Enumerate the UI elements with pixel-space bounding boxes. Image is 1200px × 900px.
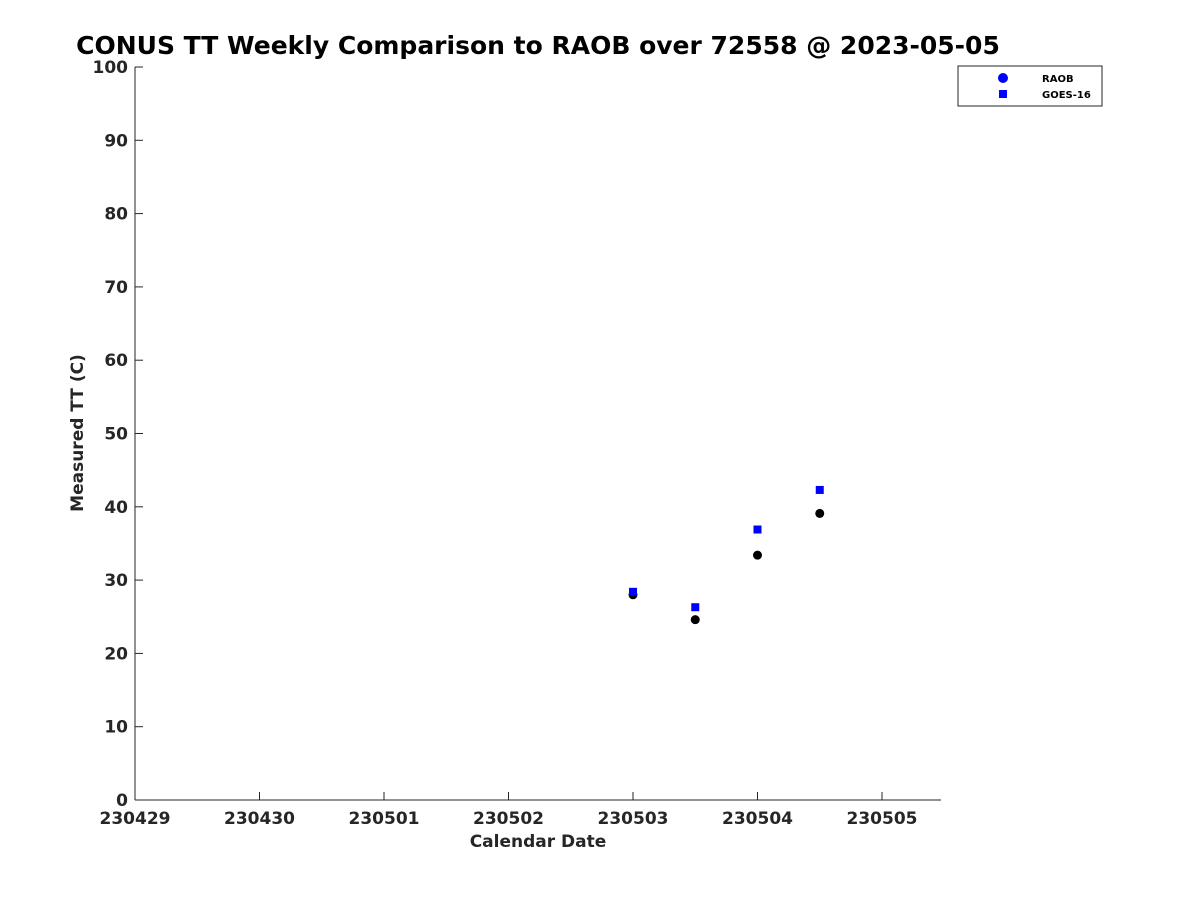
goes-point [815,485,824,494]
goes-point [753,525,762,534]
x-tick-label: 230505 [847,809,918,829]
chart-title: CONUS TT Weekly Comparison to RAOB over … [76,31,1000,60]
goes-point [691,603,700,612]
y-tick-label: 30 [104,571,128,591]
y-tick-label: 70 [104,278,128,298]
y-tick-label: 60 [104,351,128,371]
x-tick-label: 230502 [473,809,544,829]
legend: RAOB GOES-16 [957,65,1103,107]
y-tick-label: 100 [93,58,129,78]
y-tick-label: 50 [104,425,128,445]
legend-raob-marker [998,73,1008,83]
legend-raob-label: RAOB [1042,74,1074,85]
goes-point [629,587,637,596]
y-axis-label: Measured TT (C) [68,354,88,512]
y-axis-ticks: 0 10 20 30 40 50 60 70 80 90 100 [93,58,143,811]
legend-goes-marker [999,90,1007,98]
y-tick-label: 0 [116,791,128,811]
raob-point [815,508,825,518]
x-tick-label: 230501 [349,809,420,829]
x-tick-label: 230504 [722,809,793,829]
y-tick-label: 10 [104,718,128,738]
x-axis-label: Calendar Date [470,832,607,852]
y-tick-label: 40 [104,498,128,518]
raob-point [753,550,762,560]
raob-point [690,615,700,625]
data-points [628,485,825,625]
y-tick-label: 20 [104,644,128,664]
legend-goes-label: GOES-16 [1042,90,1091,101]
x-tick-label: 230429 [100,809,171,829]
legend-box [957,65,1103,107]
y-tick-label: 90 [104,131,128,151]
y-tick-label: 80 [104,205,128,225]
x-axis-ticks: 230429 230430 230501 230502 230503 230504 2305… [100,792,918,829]
x-tick-label: 230430 [224,809,295,829]
x-tick-label: 230503 [598,809,669,829]
